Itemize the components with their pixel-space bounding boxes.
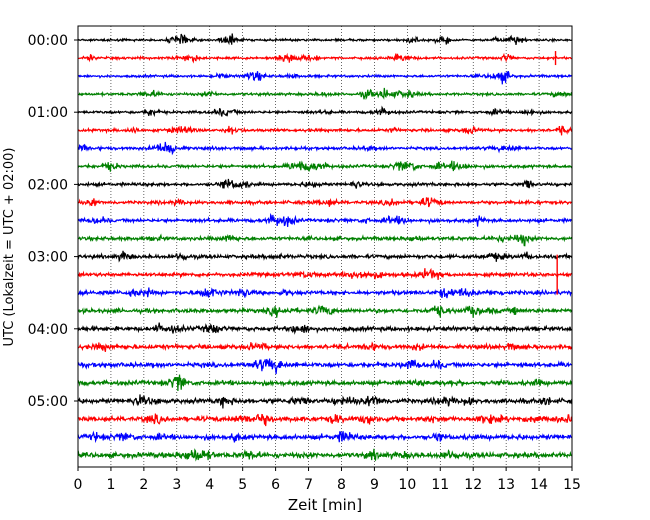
x-tick-label: 14: [530, 477, 548, 493]
x-axis-label: Zeit [min]: [288, 496, 362, 514]
x-tick-label: 1: [106, 477, 115, 493]
trace-line: [77, 374, 573, 392]
x-tick-label: 6: [271, 477, 280, 493]
y-axis-ticks: 00:00 01:00 02:00 03:00 04:00 05:00: [28, 33, 78, 410]
trace-line: [77, 413, 573, 427]
x-tick-label: 11: [431, 477, 449, 493]
trace-line: [77, 358, 573, 375]
x-tick-label: 4: [205, 477, 214, 493]
trace-line: [77, 197, 573, 208]
x-tick-label: 10: [398, 477, 416, 493]
trace-line: [78, 87, 573, 101]
trace-line: [77, 304, 573, 318]
x-tick-label: 13: [497, 477, 515, 493]
y-tick-label: 04:00: [28, 322, 68, 338]
x-tick-label: 15: [563, 477, 581, 493]
trace-line: [77, 212, 573, 227]
x-tick-label: 0: [74, 477, 83, 493]
seismic-traces: [77, 33, 573, 462]
trace-line: [77, 125, 573, 136]
y-tick-label: 00:00: [28, 33, 68, 49]
trace-line: [77, 448, 573, 462]
trace-line: [77, 341, 573, 352]
trace-line: [77, 287, 573, 299]
x-axis-ticks: 0 1 2 3 4 5 6 7 8 9 10 11 12 13 14 15: [74, 467, 581, 493]
plot-area: [78, 26, 572, 467]
x-tick-label: 5: [238, 477, 247, 493]
trace-line: [77, 250, 573, 263]
x-tick-label: 2: [139, 477, 148, 493]
x-tick-label: 9: [370, 477, 379, 493]
trace-line: [77, 178, 572, 190]
x-tick-label: 7: [304, 477, 313, 493]
trace-line: [78, 52, 573, 64]
plot-frame: [77, 25, 573, 468]
trace-line: [77, 141, 573, 156]
trace-line: [77, 233, 573, 247]
trace-line: [77, 33, 573, 46]
trace-line: [77, 267, 573, 280]
trace-line: [77, 322, 573, 335]
y-axis-label: UTC (Lokalzeit = UTC + 02:00): [2, 148, 17, 347]
trace-line: [77, 105, 573, 118]
y-tick-label: 05:00: [28, 394, 68, 410]
trace-line: [77, 71, 573, 85]
x-tick-label: 12: [464, 477, 482, 493]
x-tick-label: 8: [337, 477, 346, 493]
trace-line: [77, 430, 573, 444]
trace-line: [77, 394, 573, 409]
y-tick-label: 03:00: [28, 250, 68, 266]
y-tick-label: 01:00: [28, 105, 68, 121]
y-tick-label: 02:00: [28, 177, 68, 193]
trace-line: [77, 160, 573, 172]
x-tick-label: 3: [172, 477, 181, 493]
